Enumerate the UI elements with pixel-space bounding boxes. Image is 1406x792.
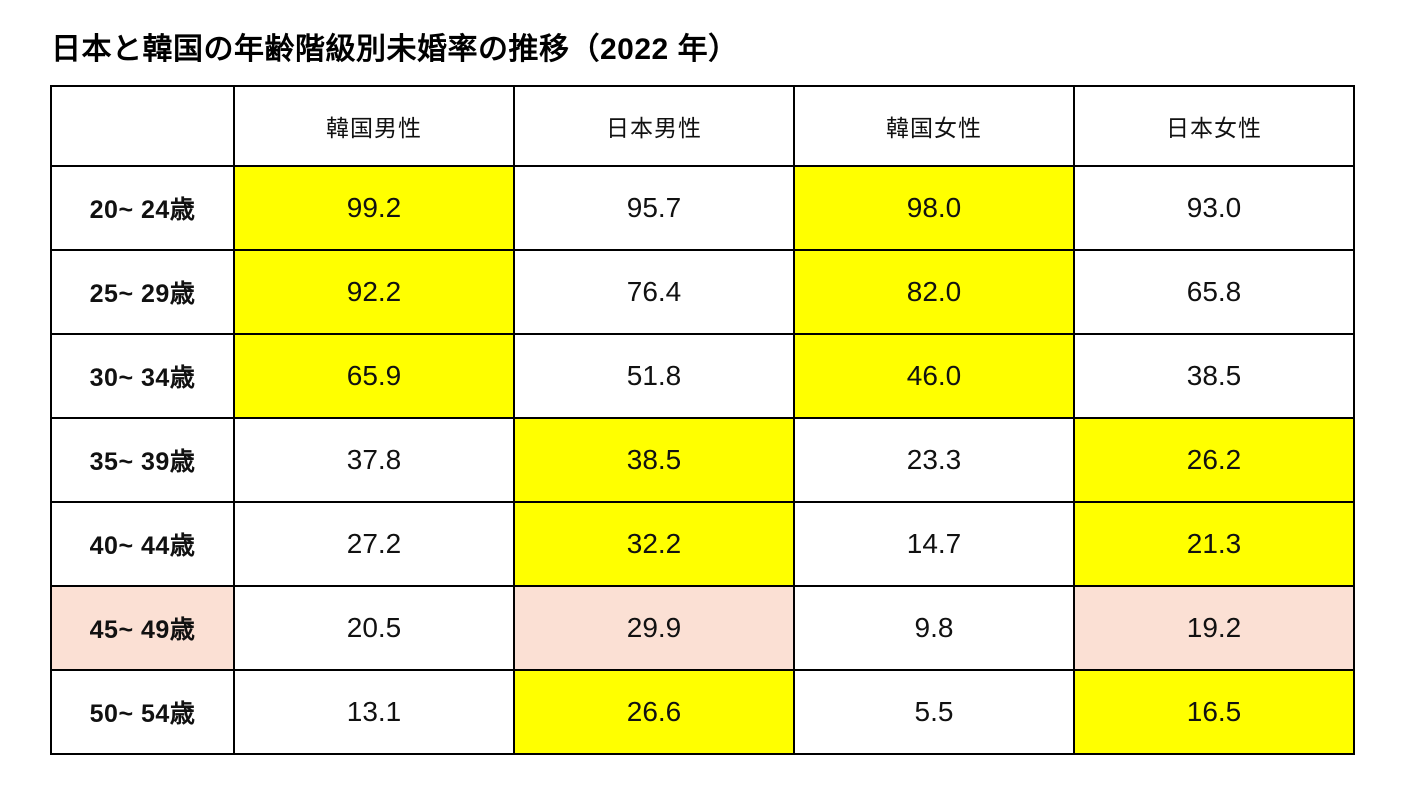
table-cell: 21.3 (1073, 501, 1355, 587)
table-cell: 23.3 (793, 417, 1075, 503)
row-35-39: 35~ 39歳 37.8 38.5 23.3 26.2 (50, 417, 1355, 503)
row-header: 45~ 49歳 (50, 585, 235, 671)
row-40-44: 40~ 44歳 27.2 32.2 14.7 21.3 (50, 501, 1355, 587)
table-cell: 19.2 (1073, 585, 1355, 671)
row-header: 35~ 39歳 (50, 417, 235, 503)
row-30-34: 30~ 34歳 65.9 51.8 46.0 38.5 (50, 333, 1355, 419)
table-cell: 26.6 (513, 669, 795, 755)
row-20-24: 20~ 24歳 99.2 95.7 98.0 93.0 (50, 165, 1355, 251)
table-cell: 92.2 (233, 249, 515, 335)
table-cell: 76.4 (513, 249, 795, 335)
table-cell: 27.2 (233, 501, 515, 587)
row-45-49: 45~ 49歳 20.5 29.9 9.8 19.2 (50, 585, 1355, 671)
row-header: 50~ 54歳 (50, 669, 235, 755)
table-cell: 26.2 (1073, 417, 1355, 503)
table-cell: 51.8 (513, 333, 795, 419)
table-cell: 95.7 (513, 165, 795, 251)
column-header-japan-male: 日本男性 (513, 85, 795, 167)
page-title: 日本と韓国の年齢階級別未婚率の推移（2022 年） (51, 33, 739, 66)
table-cell: 98.0 (793, 165, 1075, 251)
column-header-japan-female: 日本女性 (1073, 85, 1355, 167)
table-cell: 99.2 (233, 165, 515, 251)
table-cell: 37.8 (233, 417, 515, 503)
row-header: 20~ 24歳 (50, 165, 235, 251)
table-cell: 38.5 (513, 417, 795, 503)
table-cell: 5.5 (793, 669, 1075, 755)
table-cell: 93.0 (1073, 165, 1355, 251)
row-header: 40~ 44歳 (50, 501, 235, 587)
row-header: 30~ 34歳 (50, 333, 235, 419)
table-cell: 46.0 (793, 333, 1075, 419)
column-header-korea-female: 韓国女性 (793, 85, 1075, 167)
table-cell: 16.5 (1073, 669, 1355, 755)
unmarried-rate-table: 韓国男性 日本男性 韓国女性 日本女性 20~ 24歳 99.2 95.7 98… (50, 85, 1355, 755)
table-cell: 14.7 (793, 501, 1075, 587)
corner-cell (50, 85, 235, 167)
row-50-54: 50~ 54歳 13.1 26.6 5.5 16.5 (50, 669, 1355, 755)
table-cell: 29.9 (513, 585, 795, 671)
table-cell: 9.8 (793, 585, 1075, 671)
column-header-korea-male: 韓国男性 (233, 85, 515, 167)
table-cell: 20.5 (233, 585, 515, 671)
table-cell: 32.2 (513, 501, 795, 587)
row-header: 25~ 29歳 (50, 249, 235, 335)
table-cell: 13.1 (233, 669, 515, 755)
table-cell: 65.9 (233, 333, 515, 419)
row-25-29: 25~ 29歳 92.2 76.4 82.0 65.8 (50, 249, 1355, 335)
table-cell: 38.5 (1073, 333, 1355, 419)
header-row: 韓国男性 日本男性 韓国女性 日本女性 (50, 85, 1355, 167)
table-cell: 65.8 (1073, 249, 1355, 335)
table-cell: 82.0 (793, 249, 1075, 335)
